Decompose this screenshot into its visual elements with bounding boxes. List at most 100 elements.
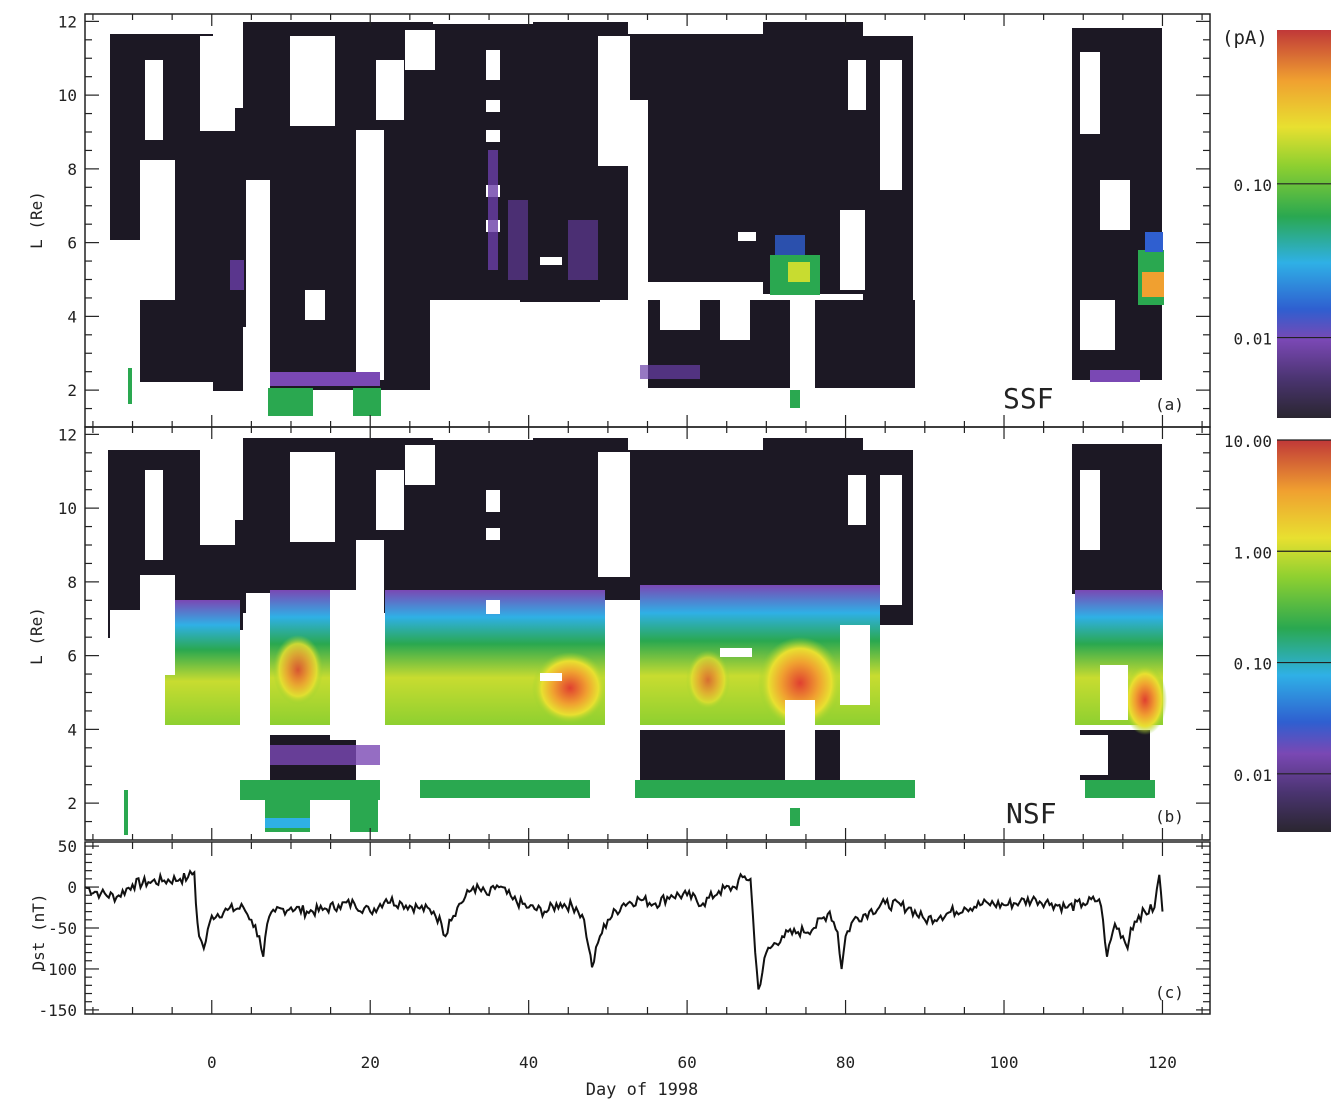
colorbar-tick-label: 1.00 xyxy=(1233,543,1272,562)
panel-a-feature-orange xyxy=(1142,272,1164,297)
panel-a: SSF (a) L (Re) 2 4 6 8 10 12 (pA) 0.10 0.01 xyxy=(27,12,1331,428)
panel-b-gap xyxy=(486,490,500,512)
panel-b-gap xyxy=(356,540,384,780)
panel-b-lowband xyxy=(420,780,590,798)
colorbar-tick-label: 0.01 xyxy=(1233,766,1272,785)
panel-a-gap xyxy=(246,180,270,380)
panel-a-gap xyxy=(305,290,325,320)
panel-b-lowband xyxy=(240,780,380,800)
panel-a-gap xyxy=(145,60,163,140)
panel-b-gap xyxy=(1080,470,1100,550)
panel-b-gap xyxy=(598,452,630,577)
panel-a-gap xyxy=(405,30,435,70)
y-tick-label: 2 xyxy=(67,381,77,400)
panel-b-gap xyxy=(1100,665,1128,720)
panel-b-gap xyxy=(400,730,630,775)
panel-b-gap xyxy=(720,648,752,657)
panel-a-coverage-block xyxy=(628,34,763,282)
panel-a-gap xyxy=(140,160,175,300)
panel-b-gap xyxy=(880,475,902,605)
panel-a-gap xyxy=(200,36,235,131)
y-tick-label: 4 xyxy=(67,720,77,739)
y-tick-label: 8 xyxy=(67,160,77,179)
panel-a-speckle xyxy=(488,150,498,270)
panel-b-band xyxy=(165,600,240,725)
panel-b-gap xyxy=(1078,735,1108,775)
colorbar-a xyxy=(1277,30,1331,418)
panel-b-hotspot xyxy=(532,652,608,724)
panel-a-ylabel: L (Re) xyxy=(27,191,46,249)
panel-b-speckle xyxy=(270,745,380,765)
panel-a-gap xyxy=(720,300,750,340)
x-tick-label: 0 xyxy=(207,1053,217,1072)
panel-a-speckle xyxy=(568,220,598,280)
panel-b-lowband xyxy=(790,808,800,826)
y-tick-label: 10 xyxy=(58,499,77,518)
panel-a-gap xyxy=(1080,300,1115,350)
panel-b-gap xyxy=(140,575,175,675)
panel-a-gap xyxy=(880,60,902,190)
panel-b-hotspot xyxy=(758,637,842,729)
panel-a-gap xyxy=(486,130,500,142)
panel-b-lowband xyxy=(635,780,915,798)
y-tick-label: 6 xyxy=(67,647,77,666)
panel-a-annotation: SSF xyxy=(1003,382,1054,415)
x-tick-label: 100 xyxy=(990,1053,1019,1072)
panel-b-lowband xyxy=(350,800,378,832)
panel-a-gap xyxy=(356,130,384,380)
panel-b-gap xyxy=(540,673,562,681)
panel-a-gap xyxy=(486,50,500,80)
panel-a-heatmap xyxy=(110,22,1164,416)
panel-c-yticks: -150 -100 -50 0 50 xyxy=(38,837,1210,1020)
panel-a-gap xyxy=(840,210,865,290)
panel-a-gap xyxy=(628,100,648,390)
panel-a-speckle xyxy=(230,260,244,290)
x-tick-label: 20 xyxy=(361,1053,380,1072)
x-axis-ticks: 0 20 40 60 80 100 120 xyxy=(92,842,1203,1072)
panel-a-gap xyxy=(430,300,520,375)
panel-a-speckle xyxy=(640,365,700,379)
panel-a-speckle xyxy=(1090,370,1140,382)
panel-b-label: (b) xyxy=(1155,807,1184,826)
y-tick-label: 6 xyxy=(67,234,77,253)
y-tick-label: 12 xyxy=(58,12,77,31)
panel-c-frame xyxy=(84,841,1211,1015)
panel-b-hotspot xyxy=(1123,665,1167,735)
panel-a-gap xyxy=(1080,52,1100,134)
panel-b-gap xyxy=(486,600,500,614)
y-tick-label: -100 xyxy=(38,960,77,979)
panel-b-gap xyxy=(840,625,870,705)
x-axis-label: Day of 1998 xyxy=(586,1080,699,1099)
panel-a-yticks: 2 4 6 8 10 12 xyxy=(58,12,1210,428)
panel-a-speckle xyxy=(508,200,528,280)
panel-c-label: (c) xyxy=(1155,983,1184,1002)
panel-b-gap xyxy=(405,445,435,485)
panel-a-feature-green xyxy=(353,388,381,416)
panel-a-gap xyxy=(848,60,866,110)
panel-b-ylabel: L (Re) xyxy=(27,607,46,665)
panel-a-gap xyxy=(110,240,140,382)
panel-a-gap xyxy=(598,36,630,166)
y-tick-label: 4 xyxy=(67,307,77,326)
panel-a-gap xyxy=(520,310,600,360)
panel-a-coverage-block xyxy=(213,108,243,391)
panel-b-annotation: NSF xyxy=(1006,797,1057,830)
panel-a-feature-green xyxy=(790,390,800,408)
panel-b-gap xyxy=(145,470,163,560)
panel-b-coverage-block xyxy=(628,450,763,600)
y-tick-label: 2 xyxy=(67,794,77,813)
colorbar-tick-label: 0.01 xyxy=(1233,330,1272,349)
colorbar-tick-label: 10.00 xyxy=(1224,432,1272,451)
colorbar-a-ticks: 0.10 0.01 xyxy=(1233,176,1331,349)
panel-b-hotspot xyxy=(686,650,730,710)
panel-b-gap xyxy=(200,450,235,545)
colorbar-b xyxy=(1277,440,1331,832)
panel-a-gap xyxy=(376,60,404,120)
panel-a-coverage-block xyxy=(243,22,433,327)
colorbar-b-ticks: 10.00 1.00 0.10 0.01 xyxy=(1224,432,1331,785)
y-tick-label: 10 xyxy=(58,86,77,105)
panel-b-lowband xyxy=(124,790,128,835)
panel-a-speckle xyxy=(270,372,380,386)
panel-a-gap xyxy=(600,300,630,375)
